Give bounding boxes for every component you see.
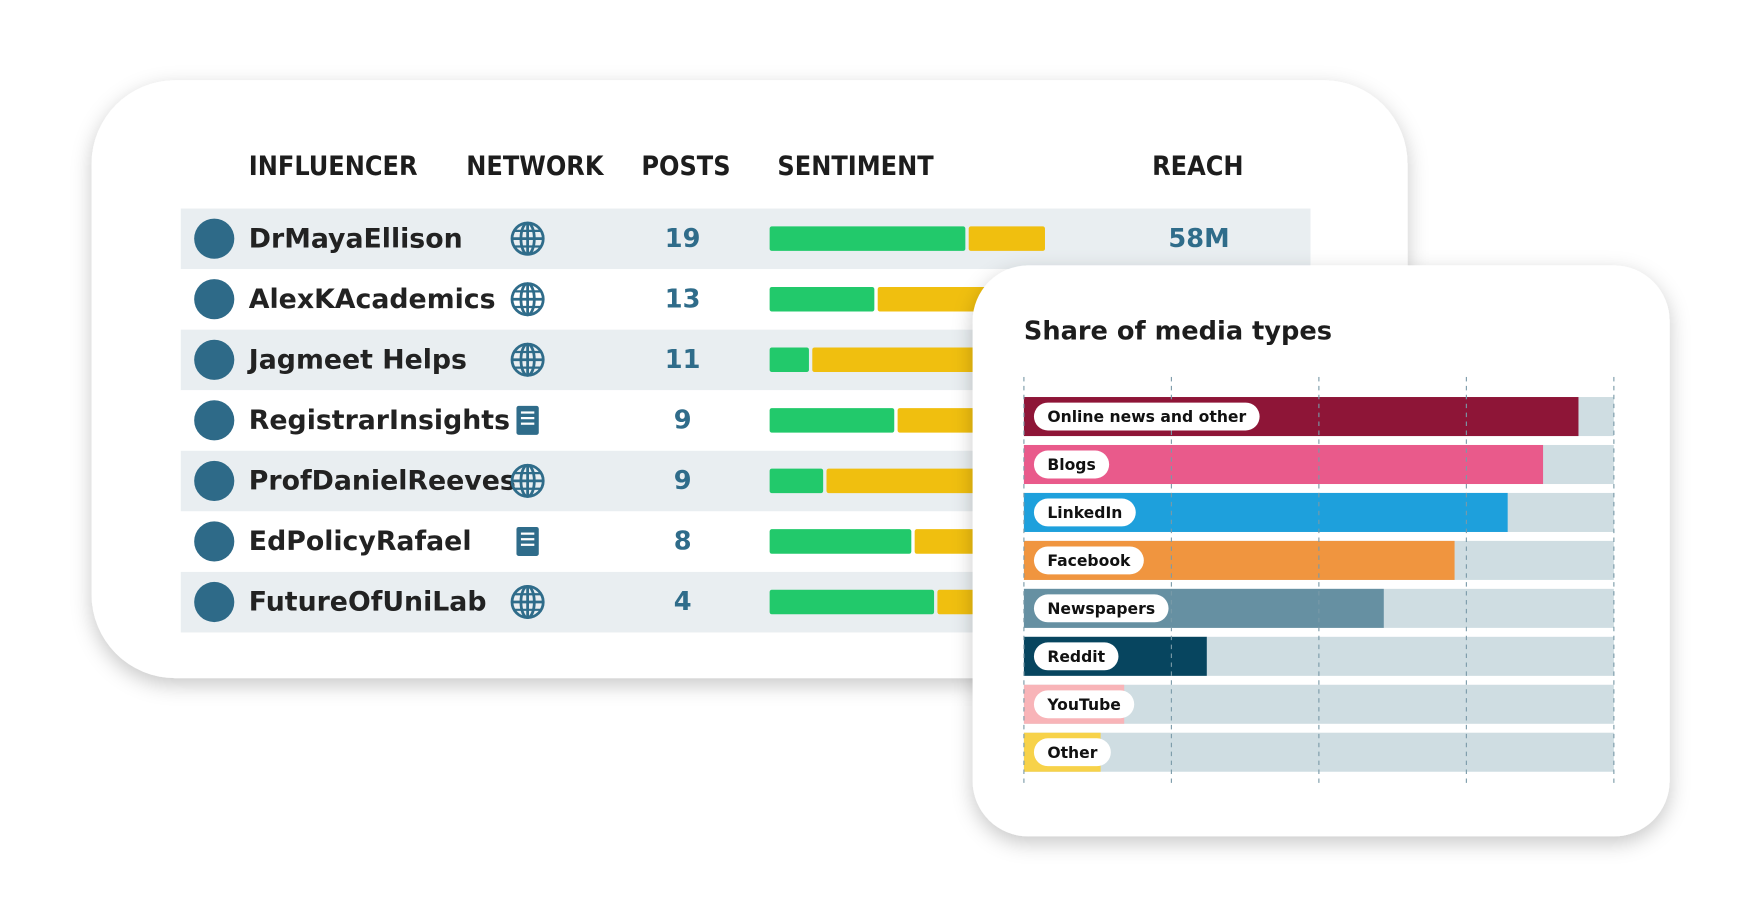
posts-count: 4 [674, 587, 692, 617]
avatar [194, 400, 235, 441]
category-pill [1033, 690, 1135, 719]
avatar [194, 581, 235, 623]
posts-count: 19 [665, 224, 701, 254]
category-pill [1033, 546, 1144, 575]
network-icon [516, 405, 539, 435]
influencer-name: ProfDanielReeves [249, 466, 516, 497]
category-pill [1033, 594, 1169, 623]
network-icon [510, 221, 545, 256]
influencer-name: Jagmeet Helps [247, 344, 467, 375]
news-icon [516, 526, 539, 556]
chart-title: Share of media types [1024, 316, 1332, 346]
sentiment-bar [769, 408, 895, 433]
influencer-name: AlexKAcademics [249, 284, 496, 315]
category-label: Other [1047, 744, 1097, 762]
avatar [194, 460, 235, 501]
posts-count: 9 [674, 466, 692, 496]
posts-count: 8 [674, 527, 692, 557]
category-label: YouTube [1046, 696, 1121, 714]
category-label: Newspapers [1047, 600, 1155, 618]
row-background [180, 208, 1311, 270]
category-pill [1033, 642, 1119, 671]
category-label: Reddit [1047, 648, 1105, 666]
sentiment-bar [769, 589, 935, 615]
avatar [194, 279, 235, 320]
avatar [194, 218, 235, 259]
category-pill [1033, 738, 1111, 767]
avatar [194, 521, 235, 562]
influencer-name: EdPolicyRafael [249, 526, 472, 557]
network-icon [510, 342, 545, 377]
posts-count: 13 [665, 284, 701, 314]
news-icon [516, 405, 539, 435]
category-label: Facebook [1047, 552, 1131, 570]
column-header: REACH [1152, 151, 1243, 182]
influencer-name: FutureOfUniLab [249, 587, 487, 618]
category-label: Blogs [1047, 456, 1095, 474]
category-label: LinkedIn [1047, 504, 1122, 522]
category-pill [1033, 450, 1110, 479]
sentiment-bar [769, 529, 912, 554]
network-icon [510, 282, 545, 317]
sentiment-bar [769, 286, 875, 312]
column-header: SENTIMENT [777, 151, 934, 182]
column-header: INFLUENCER [249, 151, 418, 182]
reach-value: 58M [1168, 224, 1229, 254]
sentiment-bar [968, 226, 1045, 251]
network-icon [510, 584, 545, 620]
category-pill [1033, 498, 1136, 527]
sentiment-bar [769, 468, 824, 494]
influencer-name: DrMayaEllison [249, 223, 463, 254]
network-icon [516, 526, 539, 556]
category-pill [1033, 402, 1260, 431]
bar-chart: Online news and other Blogs LinkedIn Facebo… [1023, 376, 1615, 787]
avatar [194, 339, 235, 380]
posts-count: 9 [674, 405, 692, 435]
influencer-name: RegistrarInsights [249, 405, 510, 436]
column-header: NETWORK [466, 151, 605, 182]
network-icon [510, 463, 545, 498]
sentiment-bar [769, 347, 809, 373]
bar [1023, 444, 1544, 485]
posts-count: 11 [665, 345, 701, 375]
column-header: POSTS [641, 151, 730, 182]
sentiment-bar [769, 226, 966, 251]
category-label: Online news and other [1047, 408, 1246, 426]
